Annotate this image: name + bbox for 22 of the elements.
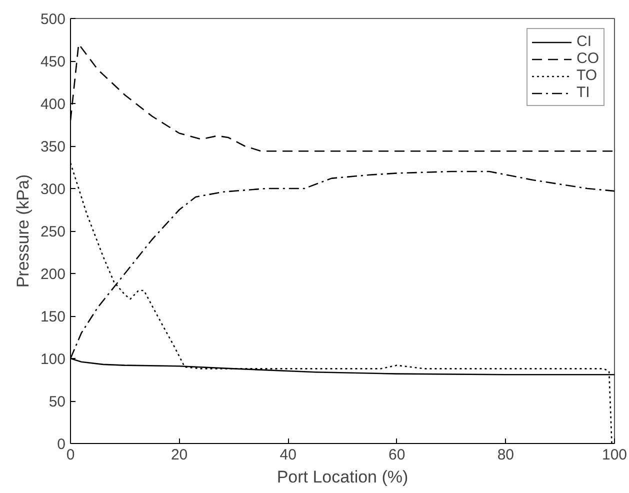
- legend-label: TO: [576, 67, 598, 84]
- y-tick-label: 100: [40, 351, 66, 368]
- legend-label: CO: [576, 50, 599, 67]
- x-tick-label: 20: [170, 446, 188, 464]
- y-tick-label: 200: [40, 266, 66, 283]
- x-axis-title: Port Location (%): [276, 468, 408, 486]
- x-tick-label: 80: [497, 446, 514, 464]
- y-tick-label: 50: [48, 394, 66, 410]
- y-axis-title: Pressure (kPa): [13, 174, 32, 288]
- y-tick-label: 500: [40, 11, 66, 28]
- y-tick-label: 450: [40, 54, 66, 70]
- y-tick-label: 150: [40, 308, 66, 326]
- x-tick-label: 100: [602, 446, 628, 464]
- y-tick-label: 250: [40, 224, 66, 240]
- y-tick-label: 400: [40, 96, 66, 113]
- x-tick-label: 60: [388, 446, 406, 464]
- legend-label: CI: [576, 33, 592, 50]
- y-tick-label: 0: [57, 436, 66, 453]
- legend-label: TI: [576, 84, 591, 101]
- x-tick-label: 40: [280, 446, 296, 464]
- y-tick-label: 300: [40, 181, 66, 198]
- y-tick-label: 350: [40, 138, 66, 156]
